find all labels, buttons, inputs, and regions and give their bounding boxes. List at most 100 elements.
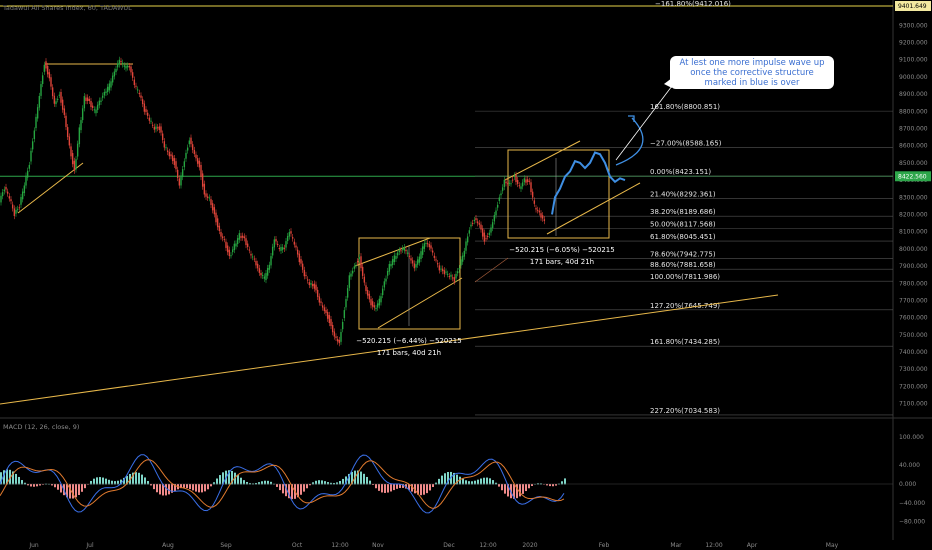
fib-level-label: 0.00%(8423.151) <box>650 168 711 176</box>
candle-body <box>81 108 84 121</box>
price-badge-top: 9401.649 <box>898 3 927 10</box>
candle-body <box>230 255 232 257</box>
candle-body <box>468 230 471 234</box>
candle-body <box>320 301 322 303</box>
candle-body <box>48 72 51 79</box>
macd-hist-bar <box>318 480 320 485</box>
macd-hist-bar <box>351 471 353 485</box>
candle-body <box>166 150 169 153</box>
macd-hist-bar <box>42 484 44 485</box>
macd-hist-bar <box>441 475 443 485</box>
candle-body <box>390 263 392 267</box>
price-badge-top-bg <box>895 1 931 11</box>
y-tick-label: 8800.000 <box>899 108 928 115</box>
candle-body <box>400 250 402 252</box>
candle-body <box>490 227 492 233</box>
candle-body <box>233 243 236 251</box>
x-tick-label: May <box>826 542 839 549</box>
candle-body <box>60 92 62 103</box>
candle-body <box>335 336 337 338</box>
callout-pointer <box>615 85 673 161</box>
candle-body <box>205 193 207 197</box>
y-tick-label: 7700.000 <box>899 297 928 304</box>
macd-hist-bar <box>123 477 125 485</box>
macd-hist-bar <box>24 482 26 485</box>
candle-body <box>180 175 182 186</box>
candle-body <box>253 258 256 260</box>
candle-body <box>538 210 541 213</box>
macd-hist-bar <box>555 484 557 486</box>
candle-body <box>165 147 167 149</box>
candle-body <box>445 271 447 273</box>
candle-body <box>336 339 339 342</box>
fib-level-label: 21.40%(8292.361) <box>650 191 716 199</box>
y-tick-label: 7400.000 <box>899 349 928 356</box>
macd-hist-bar <box>162 484 164 496</box>
macd-hist-bar <box>528 484 530 489</box>
macd-hist-bar <box>114 481 116 485</box>
candle-body <box>36 107 39 119</box>
candle-body <box>0 195 2 203</box>
candle-body <box>311 283 314 287</box>
macd-hist-bar <box>132 472 134 485</box>
macd-hist-bar <box>180 484 182 489</box>
candle-body <box>286 235 289 242</box>
candle-body <box>121 62 124 65</box>
macd-hist-bar <box>117 480 119 485</box>
candle-body <box>393 255 396 263</box>
macd-hist-bar <box>18 476 20 485</box>
candle-body <box>70 146 72 157</box>
candle-body <box>533 200 536 204</box>
candle-body <box>261 274 264 276</box>
candle-body <box>276 243 279 245</box>
candle-body <box>245 238 247 246</box>
macd-hist-bar <box>99 477 101 485</box>
candle-body <box>93 109 96 111</box>
candle-body <box>210 199 212 205</box>
macd-hist-bar <box>324 481 326 485</box>
candle-body <box>186 147 189 151</box>
candle-body <box>216 218 219 228</box>
y-tick-label: 8500.000 <box>899 160 928 167</box>
macd-hist-bar <box>465 480 467 485</box>
candle-body <box>213 207 216 215</box>
candle-body <box>520 186 522 189</box>
y-tick-label: 8900.000 <box>899 91 928 98</box>
candle-body <box>246 243 249 248</box>
candle-body <box>100 100 102 102</box>
candle-body <box>88 99 91 101</box>
macd-hist-bar <box>237 475 239 485</box>
candle-body <box>340 332 342 342</box>
candle-body <box>370 299 372 306</box>
fib-level-label: 38.20%(8189.686) <box>650 208 716 216</box>
candle-body <box>30 150 32 162</box>
macd-hist-bar <box>408 484 410 490</box>
macd-hist-bar <box>393 484 395 491</box>
candle-body <box>248 249 251 251</box>
macd-hist-bar <box>531 484 533 486</box>
candle-body <box>421 246 424 255</box>
macd-hist-bar <box>387 484 389 493</box>
candle-body <box>410 258 412 261</box>
candle-body <box>348 275 351 288</box>
candle-body <box>33 130 36 140</box>
candle-body <box>18 207 21 209</box>
candle-body <box>401 248 404 250</box>
macd-hist-bar <box>60 484 62 493</box>
candle-body <box>90 100 92 108</box>
candle-body <box>95 109 97 114</box>
macd-hist-bar <box>111 480 113 485</box>
fib-level-label: 161.80%(8800.851) <box>650 103 720 111</box>
macd-hist-bar <box>198 484 200 493</box>
macd-hist-bar <box>363 473 365 485</box>
trendline-jun <box>17 162 84 214</box>
candle-body <box>46 65 49 75</box>
macd-hist-bar <box>564 478 566 485</box>
candle-body <box>130 66 132 73</box>
macd-hist-bar <box>27 484 29 486</box>
macd-hist-bar <box>327 482 329 485</box>
candle-body <box>465 241 467 251</box>
candle-body <box>176 169 179 179</box>
candle-body <box>231 249 234 253</box>
candle-body <box>75 159 77 170</box>
